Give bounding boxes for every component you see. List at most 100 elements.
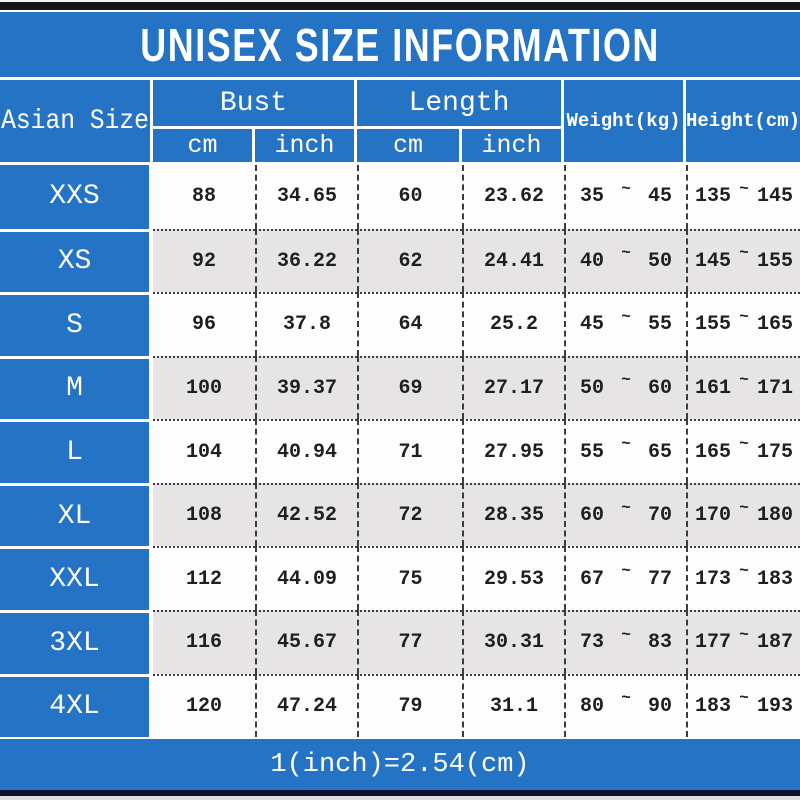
tilde-separator: ~: [621, 435, 631, 454]
weight-range-cell: 80 ~90: [564, 673, 686, 738]
bust-inch-cell: 40.94: [255, 419, 357, 483]
header-asian-size: Asian Size: [0, 80, 153, 162]
weight-range-cell: 60 ~70: [564, 482, 686, 547]
header-weight: Weight(kg): [564, 80, 686, 162]
length-cm-cell: 69: [357, 355, 462, 420]
tilde-separator: ~: [621, 244, 631, 263]
bottom-strip: [0, 796, 800, 800]
length-inch-cell: 29.53: [462, 546, 564, 610]
header-length: Length: [357, 80, 564, 126]
height-range-cell: 155 ~165: [686, 292, 800, 356]
tilde-separator: ~: [621, 371, 631, 390]
height-range-cell: 135 ~145: [686, 165, 800, 229]
weight-max: 65: [647, 440, 672, 464]
size-cell: M: [0, 355, 153, 420]
weight-max: 50: [647, 249, 672, 273]
weight-range-cell: 40 ~50: [564, 228, 686, 293]
tilde-separator: ~: [621, 179, 631, 198]
weight-min: 73: [580, 631, 605, 655]
header-bust: Bust: [153, 80, 357, 126]
top-divider: [0, 10, 800, 12]
bust-inch-cell: 47.24: [255, 673, 357, 738]
height-min: 173: [695, 567, 732, 591]
tilde-separator: ~: [739, 244, 749, 263]
header-length-inch: inch: [462, 126, 564, 162]
title-bar: UNISEX SIZE INFORMATION: [0, 12, 800, 77]
tilde-separator: ~: [621, 307, 631, 326]
size-cell: XXL: [0, 546, 153, 610]
tilde-separator: ~: [621, 498, 631, 517]
tilde-separator: ~: [739, 179, 749, 198]
height-max: 183: [756, 567, 793, 591]
size-cell: XS: [0, 228, 153, 293]
bust-inch-cell: 45.67: [255, 609, 357, 674]
weight-range-cell: 67 ~77: [564, 546, 686, 610]
bust-inch-cell: 36.22: [255, 228, 357, 293]
weight-max: 60: [647, 376, 672, 400]
tilde-separator: ~: [739, 625, 749, 644]
height-min: 183: [695, 694, 732, 718]
table-header: Asian Size Bust Length Weight(kg) Height…: [0, 80, 800, 162]
bust-cm-cell: 92: [153, 228, 255, 293]
length-cm-cell: 71: [357, 419, 462, 483]
height-min: 145: [695, 249, 732, 273]
height-max: 187: [756, 631, 793, 655]
bust-cm-cell: 100: [153, 355, 255, 420]
conversion-note: 1(inch)=2.54(cm): [270, 749, 530, 780]
height-max: 180: [756, 504, 793, 528]
weight-max: 83: [647, 631, 672, 655]
height-range-cell: 173 ~183: [686, 546, 800, 610]
weight-min: 45: [580, 313, 605, 337]
weight-max: 55: [647, 313, 672, 337]
bust-inch-cell: 44.09: [255, 546, 357, 610]
length-cm-cell: 77: [357, 609, 462, 674]
height-min: 177: [695, 631, 732, 655]
tilde-separator: ~: [621, 689, 631, 708]
table-row-xxs: XXS 88 34.65 60 23.62 35 ~45 135 ~145: [0, 165, 800, 229]
weight-max: 77: [647, 567, 672, 591]
bust-cm-cell: 112: [153, 546, 255, 610]
length-inch-cell: 24.41: [462, 228, 564, 293]
height-max: 193: [756, 694, 793, 718]
tilde-separator: ~: [621, 625, 631, 644]
bust-inch-cell: 42.52: [255, 482, 357, 547]
height-min: 155: [695, 313, 732, 337]
top-white-strip: [0, 0, 800, 2]
height-min: 170: [695, 504, 732, 528]
size-cell: 4XL: [0, 673, 153, 738]
length-cm-cell: 64: [357, 292, 462, 356]
height-min: 161: [695, 376, 732, 400]
table-body: XXS 88 34.65 60 23.62 35 ~45 135 ~145 XS 9…: [0, 165, 800, 738]
table-row-m: M 100 39.37 69 27.17 50 ~60 161 ~171: [0, 355, 800, 420]
length-inch-cell: 23.62: [462, 165, 564, 229]
bust-cm-cell: 116: [153, 609, 255, 674]
height-min: 165: [695, 440, 732, 464]
table-row-xxl: XXL 112 44.09 75 29.53 67 ~77 173 ~183: [0, 546, 800, 610]
table-row-xl: XL 108 42.52 72 28.35 60 ~70 170 ~180: [0, 482, 800, 547]
header-bust-inch: inch: [255, 126, 357, 162]
height-max: 175: [756, 440, 793, 464]
header-bust-cm: cm: [153, 126, 255, 162]
tilde-separator: ~: [739, 371, 749, 390]
weight-min: 55: [580, 440, 605, 464]
weight-max: 45: [647, 185, 672, 209]
length-inch-cell: 27.17: [462, 355, 564, 420]
length-cm-cell: 60: [357, 165, 462, 229]
bust-inch-cell: 39.37: [255, 355, 357, 420]
bust-cm-cell: 108: [153, 482, 255, 547]
length-inch-cell: 25.2: [462, 292, 564, 356]
table-row-s: S 96 37.8 64 25.2 45 ~55 155 ~165: [0, 292, 800, 356]
tilde-separator: ~: [739, 435, 749, 454]
bust-cm-cell: 88: [153, 165, 255, 229]
height-max: 171: [756, 376, 793, 400]
length-inch-cell: 31.1: [462, 673, 564, 738]
length-cm-cell: 75: [357, 546, 462, 610]
height-range-cell: 161 ~171: [686, 355, 800, 420]
weight-range-cell: 45 ~55: [564, 292, 686, 356]
weight-range-cell: 35 ~45: [564, 165, 686, 229]
height-min: 135: [695, 185, 732, 209]
bust-inch-cell: 37.8: [255, 292, 357, 356]
bust-cm-cell: 104: [153, 419, 255, 483]
page-title: UNISEX SIZE INFORMATION: [140, 18, 660, 71]
header-asian-size-label: Asian Size: [1, 105, 149, 137]
